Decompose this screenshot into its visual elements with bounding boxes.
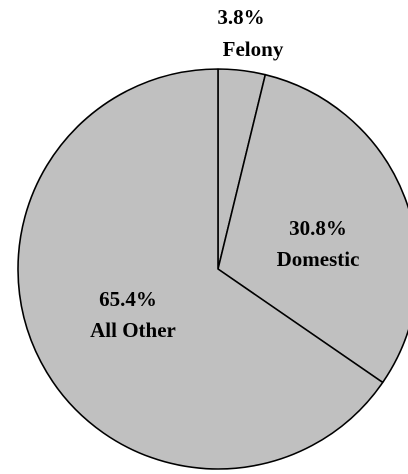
felony-name-label: Felony (223, 37, 284, 61)
pie-slices (17, 68, 408, 470)
pie-slice-all-other (17, 68, 384, 470)
pie-labels: 3.8% Felony 30.8% Domestic 65.4% All Oth… (90, 5, 359, 342)
pie-slice-domestic (217, 73, 408, 384)
all-other-name-label: All Other (90, 318, 176, 342)
domestic-name-label: Domestic (277, 247, 360, 271)
felony-percent-label: 3.8% (217, 5, 264, 29)
domestic-percent-label: 30.8% (289, 216, 347, 240)
all-other-percent-label: 65.4% (99, 287, 157, 311)
